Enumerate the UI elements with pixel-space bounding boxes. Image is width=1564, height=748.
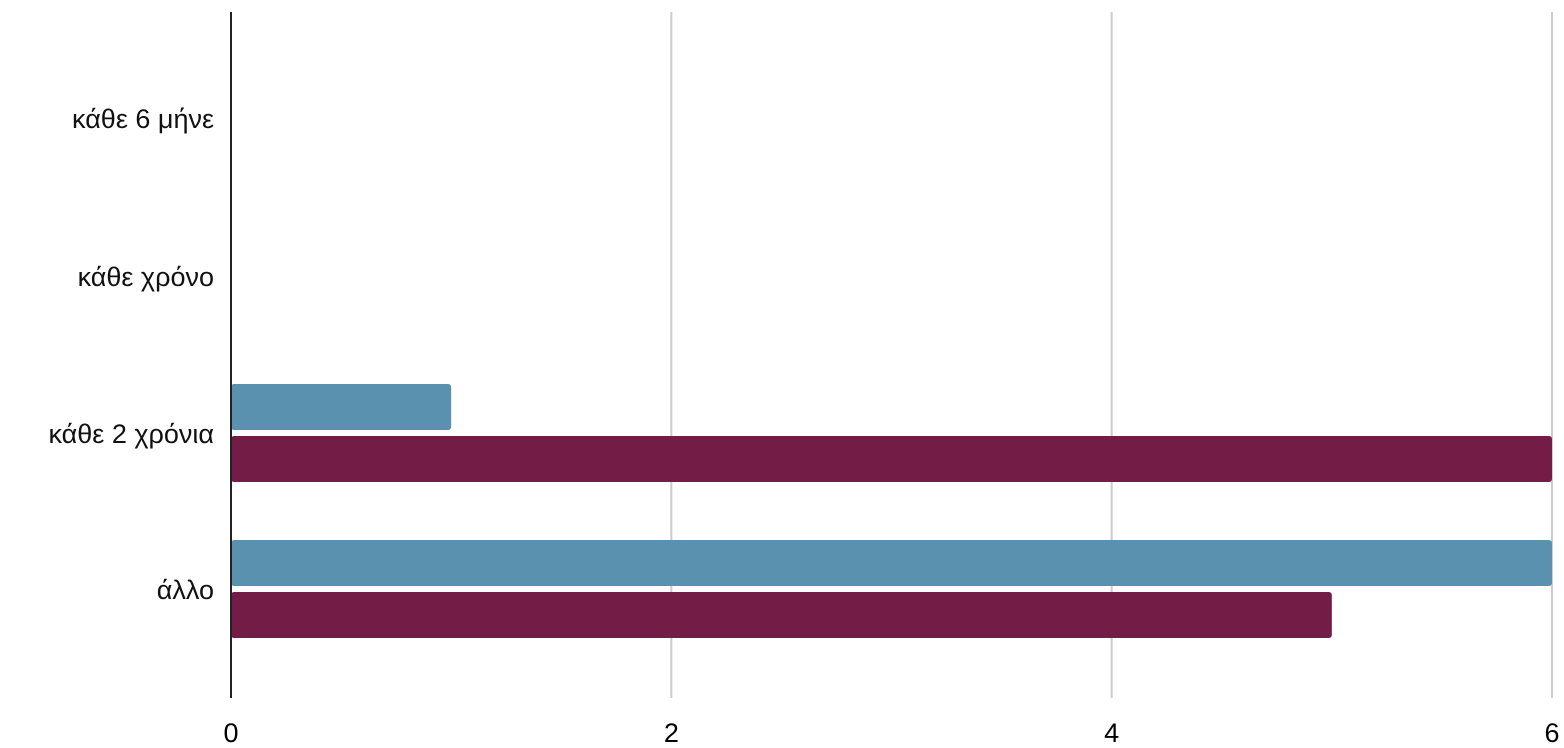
bar-series-2 (231, 436, 1552, 482)
x-tick-label: 0 (223, 718, 238, 748)
x-tick-label: 6 (1544, 718, 1559, 748)
bars (231, 384, 1552, 638)
bar-series-2 (231, 592, 1332, 638)
category-label: κάθε 6 μήνε (72, 104, 214, 134)
category-label: άλλο (157, 575, 214, 605)
x-tick-label: 4 (1104, 718, 1119, 748)
bar-series-1 (231, 540, 1552, 586)
x-tick-label: 2 (664, 718, 679, 748)
category-label: κάθε χρόνο (78, 262, 214, 292)
bar-series-1 (231, 384, 452, 430)
category-label: κάθε 2 χρόνια (48, 419, 214, 449)
category-labels: κάθε 6 μήνε κάθε χρόνο κάθε 2 χρόνια άλλο (48, 104, 214, 605)
x-tick-labels: 0 2 4 6 (223, 718, 1559, 748)
